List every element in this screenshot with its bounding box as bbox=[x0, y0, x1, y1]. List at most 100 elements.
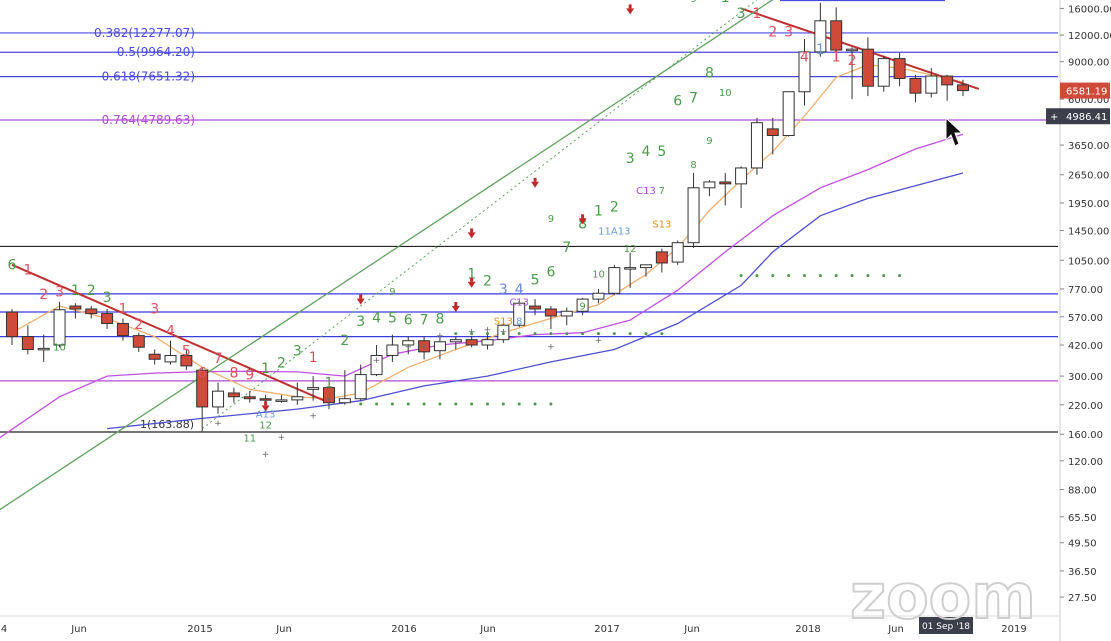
trendline-2 bbox=[740, 7, 980, 90]
time-tick-label: 2016 bbox=[391, 624, 416, 635]
candle bbox=[101, 308, 114, 329]
td-count-label: 1 bbox=[261, 361, 270, 377]
td-small-label: 9 bbox=[548, 214, 554, 225]
price-tick-label: 770.00 bbox=[1068, 285, 1103, 296]
price-badge bbox=[1060, 82, 1110, 99]
candle bbox=[243, 391, 256, 403]
td-count-label: 7 bbox=[689, 90, 698, 106]
sell-arrow-stem bbox=[628, 4, 632, 9]
candle bbox=[560, 307, 573, 326]
support-dot bbox=[517, 402, 521, 406]
time-tick-label: 4 bbox=[1, 624, 7, 635]
price-tick-label: 220.00 bbox=[1068, 401, 1103, 412]
td-count-label: 2 bbox=[277, 355, 286, 371]
candle-body-up bbox=[307, 387, 320, 390]
candle-body-up bbox=[814, 20, 827, 53]
td-small-label: 12 bbox=[259, 421, 272, 432]
price-tick-label: 1450.00 bbox=[1068, 226, 1109, 237]
date-badge-label: 01 Sep '18 bbox=[922, 622, 970, 632]
candle bbox=[6, 308, 18, 346]
candle bbox=[433, 336, 446, 360]
candle bbox=[750, 117, 763, 175]
td-count-label: 4 bbox=[372, 311, 381, 327]
candle-body-up bbox=[386, 344, 399, 356]
trendline-4 bbox=[201, 0, 758, 430]
candle bbox=[37, 334, 50, 362]
candle-body-up bbox=[402, 340, 415, 346]
price-tick-label: 1050.00 bbox=[1068, 256, 1109, 267]
candle bbox=[703, 180, 716, 197]
candle-body-up bbox=[782, 91, 795, 136]
candle-body-down bbox=[861, 48, 874, 87]
td-count-label: 3 bbox=[103, 290, 112, 306]
time-tick-label: 2019 bbox=[1001, 624, 1026, 635]
support-dot bbox=[549, 402, 553, 406]
td-count-label: 1 bbox=[71, 283, 80, 299]
support-dot bbox=[882, 274, 886, 278]
price-tick-label: 12000.00 bbox=[1068, 31, 1111, 42]
candle-body-up bbox=[750, 122, 763, 169]
sell-arrow-icon bbox=[451, 306, 460, 313]
candle bbox=[782, 91, 795, 137]
candle bbox=[148, 349, 161, 365]
sell-arrow-stem bbox=[533, 177, 537, 182]
td-count-label: 6 bbox=[404, 312, 413, 328]
candle-body-up bbox=[846, 48, 859, 52]
td-count-label: 3 bbox=[55, 284, 64, 300]
td-count-label: 3 bbox=[499, 282, 508, 298]
td-count-label: 9 bbox=[690, 0, 696, 5]
cursor-badge-label: 4986.41 bbox=[1066, 112, 1107, 123]
time-tick-label: Jun bbox=[479, 624, 496, 635]
td-small-label: 8 bbox=[516, 316, 522, 327]
support-dot bbox=[565, 332, 569, 336]
fib-label: 0.618(7651.32) bbox=[102, 70, 195, 84]
candle-body-up bbox=[671, 242, 684, 263]
candle-body-up bbox=[37, 347, 50, 351]
candle-body-down bbox=[418, 340, 431, 353]
fib-label: 0.5(9964.20) bbox=[117, 45, 195, 59]
candle bbox=[608, 264, 621, 296]
price-tick-label: 6000.00 bbox=[1068, 95, 1109, 106]
time-tick-label: 2018 bbox=[795, 624, 820, 635]
support-dot bbox=[533, 402, 537, 406]
candle bbox=[877, 55, 890, 92]
td-small-label: S13 bbox=[494, 316, 513, 327]
price-axis: 16000.00 12000.00 9000.00 6000.00 3650.00 265… bbox=[1046, 0, 1111, 641]
cross-marker: + bbox=[278, 433, 286, 443]
candle bbox=[386, 334, 399, 362]
candle bbox=[766, 117, 779, 155]
candle bbox=[116, 318, 129, 341]
sell-arrow-icon bbox=[531, 181, 540, 188]
support-dot bbox=[454, 332, 458, 336]
support-dot bbox=[834, 274, 838, 278]
zoom-watermark-logo: zoom bbox=[850, 560, 1036, 633]
candle bbox=[624, 252, 637, 288]
time-tick-label: Jun bbox=[683, 624, 700, 635]
sell-arrow-stem bbox=[359, 294, 363, 299]
support-dot bbox=[549, 332, 553, 336]
support-dot bbox=[850, 274, 854, 278]
support-dot bbox=[739, 274, 743, 278]
support-dot bbox=[470, 332, 474, 336]
candle-body-down bbox=[6, 311, 18, 338]
candle bbox=[529, 299, 542, 316]
time-tick-label: Jun bbox=[275, 624, 292, 635]
candle-body-down bbox=[655, 251, 668, 264]
candle-body-down bbox=[243, 396, 256, 400]
support-dot bbox=[787, 274, 791, 278]
cross-marker: + bbox=[595, 336, 603, 346]
sell-arrow-stem bbox=[470, 277, 474, 282]
sell-arrow-icon bbox=[578, 218, 587, 225]
td-small-label: 9 bbox=[579, 302, 585, 313]
td-small-label: S13 bbox=[652, 219, 671, 230]
candle bbox=[465, 336, 478, 348]
td-count-label: 2 bbox=[340, 333, 349, 349]
candle-body-up bbox=[513, 302, 526, 326]
candle bbox=[21, 325, 34, 355]
support-dot bbox=[612, 332, 616, 336]
candle bbox=[85, 306, 98, 319]
support-dot bbox=[501, 332, 505, 336]
support-dot bbox=[438, 402, 442, 406]
